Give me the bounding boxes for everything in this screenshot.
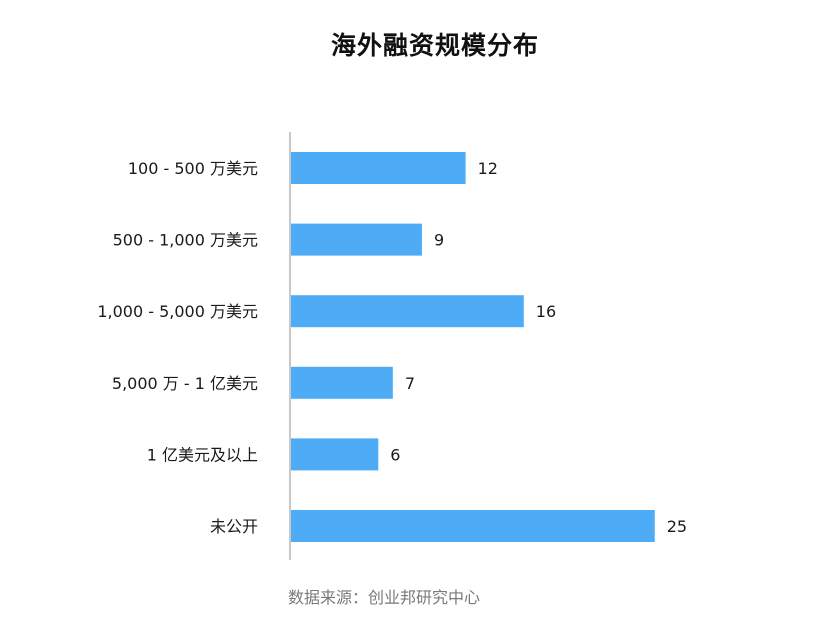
bars-group	[291, 152, 655, 542]
value-label-5: 25	[667, 517, 687, 536]
value-labels-group: 12 9 16 7 6 25	[390, 159, 687, 536]
value-label-0: 12	[478, 159, 498, 178]
bar-4	[291, 438, 379, 471]
category-label-2: 1,000 - 5,000 万美元	[97, 302, 258, 321]
category-label-0: 100 - 500 万美元	[128, 159, 258, 178]
bar-2	[291, 295, 524, 328]
category-label-1: 500 - 1,000 万美元	[113, 231, 258, 250]
bar-3	[291, 366, 393, 399]
bar-0	[291, 152, 466, 184]
category-label-3: 5,000 万 - 1 亿美元	[112, 374, 258, 393]
category-label-4: 1 亿美元及以上	[147, 445, 258, 464]
value-label-3: 7	[405, 374, 415, 393]
source-note: 数据来源：创业邦研究中心	[288, 588, 481, 607]
category-label-5: 未公开	[210, 517, 258, 536]
category-labels-group: 100 - 500 万美元 500 - 1,000 万美元 1,000 - 5,00…	[97, 159, 258, 536]
chart-title: 海外融资规模分布	[330, 31, 539, 60]
bar-1	[291, 223, 422, 256]
bar-5	[291, 510, 655, 542]
value-label-1: 9	[434, 231, 444, 250]
value-label-4: 6	[390, 445, 400, 464]
value-label-2: 16	[536, 302, 556, 321]
